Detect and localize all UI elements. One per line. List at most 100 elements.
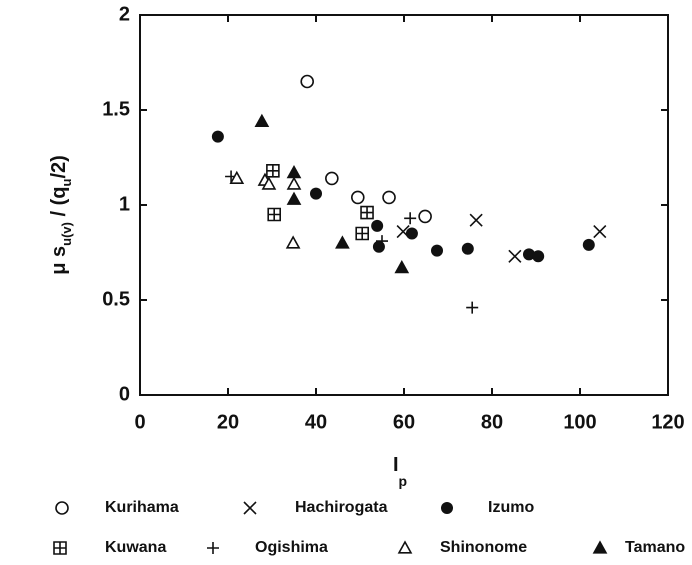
x-tick-label: 120 [651, 411, 684, 433]
point [470, 214, 482, 226]
marker-shape [594, 542, 606, 553]
legend-label: Ogishima [255, 539, 328, 556]
x-tick-label: 60 [393, 411, 415, 433]
marker-shape [212, 131, 224, 143]
x-tick-label: 80 [481, 411, 503, 433]
marker-shape [288, 178, 300, 189]
point [419, 210, 431, 222]
y-label-sub: u(v) [59, 222, 74, 246]
x-tick-label: 0 [134, 411, 145, 433]
point [256, 115, 268, 126]
legend-marker [56, 502, 68, 514]
marker-shape [361, 207, 373, 219]
point [509, 250, 521, 262]
marker-shape [267, 165, 279, 177]
marker-shape [509, 250, 521, 262]
point [594, 226, 606, 238]
point [532, 250, 544, 262]
legend-label: Hachirogata [295, 499, 388, 516]
marker-shape [383, 191, 395, 203]
x-axis-label: Ip [393, 454, 407, 488]
marker-shape [301, 76, 313, 88]
y-tick-label: 0 [119, 383, 130, 405]
plot-frame [140, 15, 668, 395]
legend-label: Izumo [488, 499, 534, 516]
point [287, 237, 299, 248]
marker-shape [287, 237, 299, 248]
x-tick-label: 40 [305, 411, 327, 433]
y-tick-label: 1 [119, 193, 130, 215]
legend-marker [441, 502, 453, 514]
point [371, 220, 383, 232]
marker-shape [404, 212, 416, 224]
point [396, 262, 408, 273]
marker-shape [441, 502, 453, 514]
point [373, 241, 385, 253]
point [383, 191, 395, 203]
point [326, 172, 338, 184]
point [406, 228, 418, 240]
x-label-sub: p [399, 473, 408, 489]
marker-shape [336, 237, 348, 248]
chart: Ip μ su(v) / (qu/2) 02040608010012000.51… [0, 0, 692, 560]
marker-shape [352, 191, 364, 203]
marker-shape [371, 220, 383, 232]
marker-shape [326, 172, 338, 184]
y-label-part: μ s [48, 246, 70, 275]
marker-shape [356, 228, 368, 240]
marker-shape [54, 542, 66, 554]
legend-marker [207, 542, 219, 554]
marker-shape [207, 542, 219, 554]
point [361, 207, 373, 219]
point [288, 178, 300, 189]
y-tick-label: 0.5 [102, 288, 130, 310]
x-tick-label: 100 [563, 411, 596, 433]
marker-shape [231, 172, 243, 183]
y-tick-label: 1.5 [102, 98, 130, 120]
marker-shape [288, 167, 300, 178]
point [583, 239, 595, 251]
x-tick-label: 20 [217, 411, 239, 433]
point [267, 165, 279, 177]
point [404, 212, 416, 224]
marker-shape [244, 502, 256, 514]
point [288, 167, 300, 178]
legend-marker [399, 542, 411, 553]
marker-shape [462, 243, 474, 255]
legend-label: Tamano [625, 539, 685, 556]
point [352, 191, 364, 203]
y-label-part: /2) [48, 155, 70, 178]
point [356, 228, 368, 240]
marker-shape [373, 241, 385, 253]
marker-shape [56, 502, 68, 514]
point [301, 76, 313, 88]
point [431, 245, 443, 257]
legend-marker [54, 542, 66, 554]
point [212, 131, 224, 143]
y-label-sub: u [59, 178, 74, 186]
page: Ip μ su(v) / (qu/2) 02040608010012000.51… [0, 0, 692, 565]
marker-shape [466, 302, 478, 314]
marker-shape [406, 228, 418, 240]
marker-shape [532, 250, 544, 262]
legend-marker [594, 542, 606, 553]
point [336, 237, 348, 248]
marker-shape [288, 193, 300, 204]
point [268, 209, 280, 221]
legend-label: Shinonome [440, 539, 527, 556]
point [310, 188, 322, 200]
marker-shape [419, 210, 431, 222]
marker-shape [399, 542, 411, 553]
legend-label: Kurihama [105, 499, 179, 516]
marker-shape [470, 214, 482, 226]
marker-shape [256, 115, 268, 126]
point [462, 243, 474, 255]
marker-shape [431, 245, 443, 257]
legend-label: Kuwana [105, 539, 166, 556]
marker-shape [594, 226, 606, 238]
y-tick-label: 2 [119, 3, 130, 25]
y-axis-label: μ su(v) / (qu/2) [48, 155, 74, 275]
marker-shape [396, 262, 408, 273]
point [466, 302, 478, 314]
legend-marker [244, 502, 256, 514]
